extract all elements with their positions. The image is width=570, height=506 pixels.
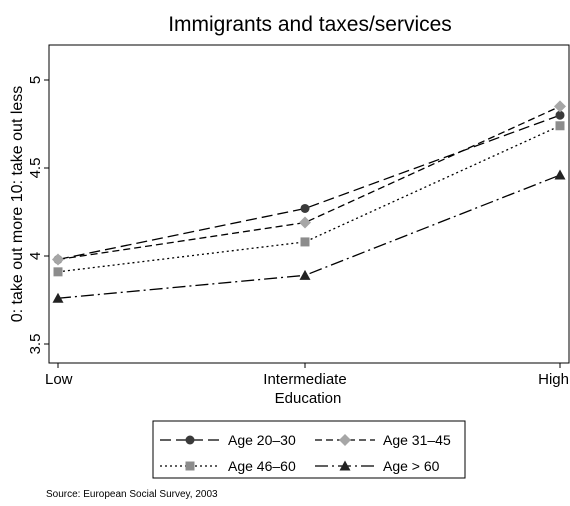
series-layer [52, 100, 566, 303]
series-line [57, 125, 561, 273]
legend-label: Age 46–60 [228, 458, 296, 474]
data-point [52, 292, 64, 303]
legend-label: Age > 60 [383, 458, 440, 474]
y-tick-label: 4 [27, 252, 44, 260]
x-axis-title: Education [275, 390, 342, 407]
legend-item: Age 31–45 [315, 432, 451, 448]
axes: 3.5 4 4.5 5 Low Intermediate High [27, 76, 569, 388]
legend-box [152, 420, 466, 479]
series-line [57, 114, 561, 261]
y-tick-label: 5 [27, 76, 44, 84]
y-tick-label: 3.5 [27, 334, 44, 355]
y-axis-title: 0: take out more 10: take out less [9, 86, 26, 323]
series-3 [52, 169, 566, 303]
legend-marker [339, 460, 351, 471]
chart-title: Immigrants and taxes/services [168, 13, 452, 36]
data-point [300, 203, 310, 213]
data-point [299, 216, 311, 229]
source-note: Source: European Social Survey, 2003 [46, 489, 218, 500]
legend-label: Age 20–30 [228, 432, 296, 448]
data-point [300, 237, 310, 247]
data-point [53, 267, 63, 277]
legend-item: Age 46–60 [160, 458, 296, 474]
legend-item: Age > 60 [315, 458, 440, 474]
legend-marker [185, 461, 195, 471]
data-point [299, 269, 311, 280]
x-tick-label: Low [45, 371, 73, 388]
legend-item: Age 20–30 [160, 432, 296, 448]
legend-marker [339, 434, 351, 446]
legend: Age 20–30 Age 31–45 Age 46–60 Age > 60 [152, 420, 466, 479]
x-tick-label: Intermediate [263, 371, 346, 388]
data-point [52, 253, 64, 266]
legend-marker [185, 435, 195, 445]
x-tick-label: High [538, 371, 569, 388]
series-line [57, 105, 561, 261]
data-point [554, 169, 566, 180]
data-point [555, 110, 565, 120]
data-point [554, 100, 566, 113]
data-point [555, 121, 565, 131]
legend-label: Age 31–45 [383, 432, 451, 448]
y-tick-label: 4.5 [27, 158, 44, 179]
plot-area [48, 44, 570, 364]
series-2 [53, 121, 565, 277]
series-1 [52, 100, 566, 266]
